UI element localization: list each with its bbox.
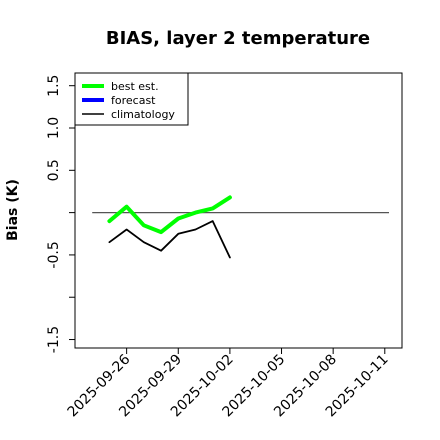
y-tick-label: -1.5 [46, 326, 62, 353]
y-tick-label: 1.5 [46, 75, 62, 97]
legend-label: forecast [111, 94, 156, 107]
y-tick-label: 1.0 [46, 117, 62, 139]
legend-label: best est. [111, 80, 159, 93]
plot-frame [74, 72, 403, 349]
y-axis-label: Bias (K) [5, 179, 21, 241]
legend-label: climatology [111, 108, 175, 121]
series-line-bestest [107, 195, 232, 235]
y-tick-label: -0.5 [46, 241, 62, 268]
series-line-climatology [108, 220, 231, 259]
chart-title: BIAS, layer 2 temperature [106, 28, 370, 49]
y-tick-label: 0.5 [46, 159, 62, 181]
plot-area: -1.5-0.50.51.01.52025-09-262025-09-29202… [46, 72, 403, 420]
